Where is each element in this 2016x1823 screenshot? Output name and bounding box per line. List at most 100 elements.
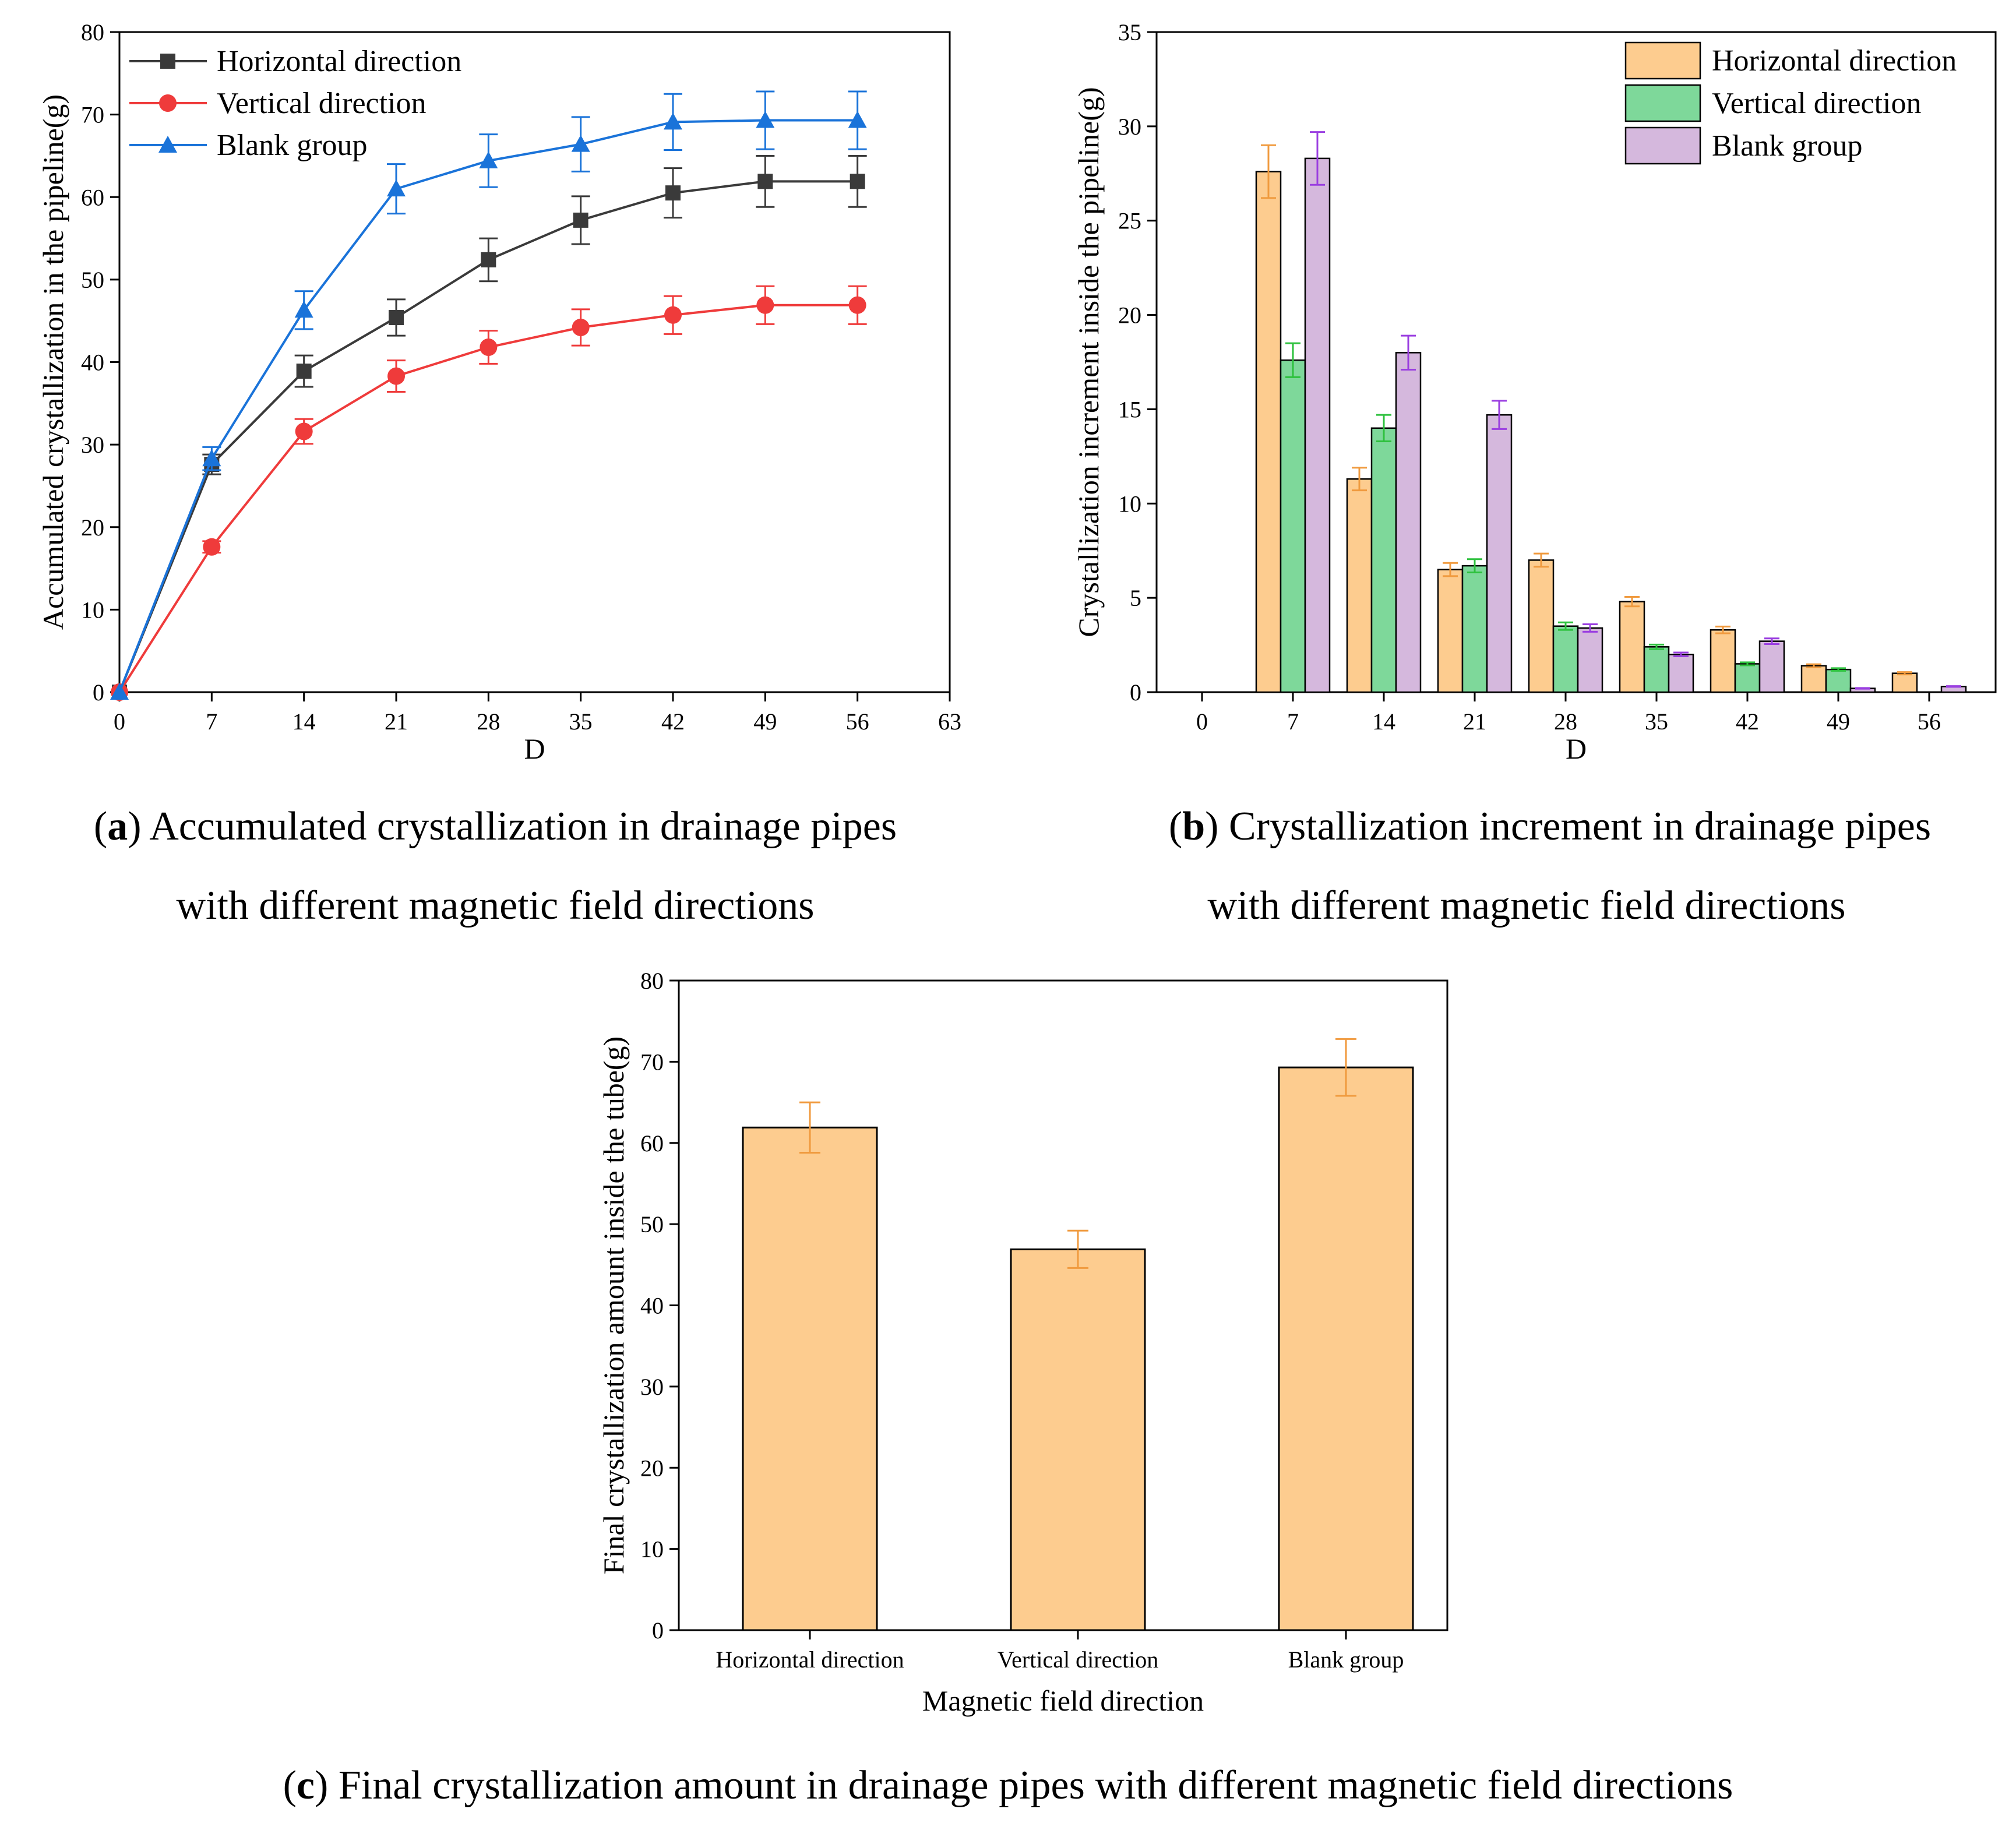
series-a-0 [112, 154, 867, 700]
bar-b [1643, 646, 1670, 693]
x-tick-label-b: 21 [1463, 708, 1486, 735]
bar-b [1758, 640, 1785, 693]
data-point-a [389, 310, 404, 326]
bar-b [1577, 627, 1603, 693]
series-b-1 [1280, 342, 1852, 693]
data-point-a [664, 306, 682, 324]
bar-b [1825, 668, 1852, 693]
bar-b [1619, 601, 1645, 693]
y-tick-label-c: 20 [640, 1455, 664, 1481]
x-tick-label-b: 35 [1645, 708, 1668, 735]
data-point-a [756, 296, 774, 314]
data-point-a [573, 212, 588, 228]
data-point-a [387, 367, 405, 385]
caption-a-line2-block: with different magnetic field directions [0, 886, 991, 926]
caption-c-line1: Final crystallization amount in drainage… [338, 1763, 1733, 1808]
legend-label-a: Horizontal direction [217, 45, 461, 78]
bar-b [1486, 414, 1513, 693]
caption-b: (b) Crystallization increment in drainag… [1168, 804, 1932, 849]
y-tick-label-a: 50 [81, 267, 104, 293]
bar-b [1710, 629, 1736, 693]
x-tick-label-a: 21 [385, 708, 408, 735]
bar-b [1800, 665, 1827, 693]
x-tick-label-b: 28 [1554, 708, 1577, 735]
x-axis-title-c: Magnetic field direction [922, 1684, 1204, 1717]
series-a-1 [111, 285, 867, 701]
data-point-a [665, 185, 681, 201]
bar-b [1370, 427, 1397, 693]
y-tick-label-b: 20 [1118, 302, 1141, 329]
y-tick-label-b: 35 [1118, 19, 1141, 45]
x-tick-label-b: 56 [1918, 708, 1941, 735]
bar-b [1346, 478, 1373, 693]
bar-b [1552, 625, 1579, 693]
data-point-a [480, 338, 498, 357]
y-tick-label-a: 70 [81, 102, 104, 128]
y-tick-label-c: 30 [640, 1374, 664, 1400]
data-point-a [481, 252, 496, 267]
y-tick-label-c: 10 [640, 1536, 664, 1563]
legend-label-a: Blank group [217, 129, 368, 162]
y-tick-label-c: 0 [652, 1617, 664, 1644]
series-b-2 [1304, 131, 1967, 693]
caption-b-line1: Crystallization increment in drainage pi… [1228, 804, 1932, 849]
y-tick-label-b: 15 [1118, 396, 1141, 422]
x-tick-label-a: 49 [753, 708, 777, 735]
x-tick-label-a: 0 [114, 708, 125, 735]
data-point-a [850, 174, 865, 189]
data-point-a [295, 422, 313, 440]
x-tick-label-a: 28 [477, 708, 500, 735]
caption-a-line2: with different magnetic field directions [176, 883, 815, 928]
bar-c [742, 1126, 878, 1631]
x-tick-label-b: 0 [1196, 708, 1208, 735]
bar-b [1280, 359, 1306, 693]
caption-a: (a) Accumulated crystallization in drain… [93, 804, 897, 849]
x-tick-label-a: 56 [846, 708, 869, 735]
y-tick-label-c: 50 [640, 1211, 664, 1237]
legend-label-b: Horizontal direction [1712, 44, 1957, 77]
legend-label-b: Vertical direction [1712, 87, 1922, 120]
caption-c-letter: c [296, 1763, 315, 1808]
series-b-0 [1255, 144, 1918, 693]
x-tick-label-c: Horizontal direction [716, 1646, 904, 1673]
data-point-a [571, 135, 590, 152]
x-tick-label-a: 35 [569, 708, 593, 735]
y-tick-label-a: 10 [81, 597, 104, 623]
bar-b [1528, 559, 1555, 693]
series-a-2 [110, 90, 867, 700]
legend-marker-a [160, 54, 175, 69]
bar-c [1278, 1066, 1414, 1631]
data-point-a [110, 683, 129, 700]
data-point-a [757, 174, 773, 189]
data-point-a [479, 151, 498, 168]
data-point-a [572, 319, 590, 337]
data-point-a [294, 301, 313, 318]
x-tick-label-b: 14 [1372, 708, 1395, 735]
bar-b [1461, 565, 1488, 693]
y-tick-label-b: 25 [1118, 208, 1141, 234]
data-point-a [848, 296, 866, 314]
y-tick-label-c: 40 [640, 1293, 664, 1319]
data-point-a [387, 179, 406, 197]
x-tick-label-c: Vertical direction [998, 1646, 1159, 1673]
x-tick-label-a: 42 [661, 708, 685, 735]
y-axis-title-b: Crystallization increment inside the pip… [1072, 87, 1105, 637]
y-axis-title-a: Accumulated crystallization in the pipel… [37, 94, 69, 630]
data-point-a [848, 111, 867, 128]
legend-swatch-b [1624, 126, 1701, 165]
legend-label-b: Blank group [1712, 129, 1863, 163]
x-tick-label-a: 63 [938, 708, 961, 735]
x-axis-title-a: D [524, 732, 545, 765]
y-tick-label-a: 0 [93, 679, 104, 706]
y-tick-label-b: 5 [1130, 585, 1141, 611]
x-axis-title-b: D [1566, 732, 1587, 765]
bar-b [1255, 171, 1282, 693]
legend-label-a: Vertical direction [217, 87, 427, 120]
caption-c: (c) Final crystallization amount in drai… [283, 1763, 1733, 1808]
y-tick-label-a: 60 [81, 184, 104, 210]
y-tick-label-b: 10 [1118, 491, 1141, 517]
y-tick-label-a: 80 [81, 19, 104, 45]
y-tick-label-c: 60 [640, 1130, 664, 1156]
caption-b-line2-block: with different magnetic field directions [1084, 886, 1969, 926]
data-point-a [296, 364, 312, 379]
